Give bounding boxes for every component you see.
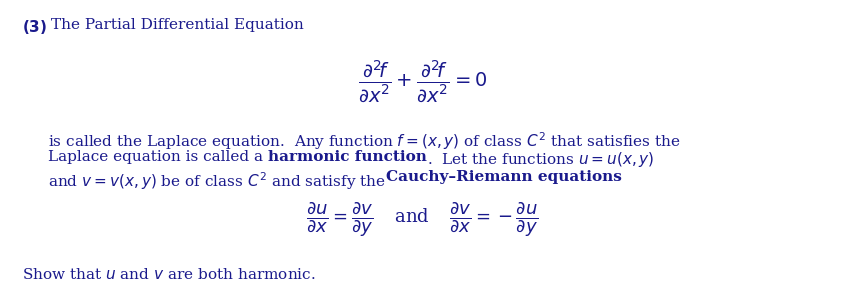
Text: and $v = v(x, y)$ be of class $C^2$ and satisfy the: and $v = v(x, y)$ be of class $C^2$ and …: [48, 170, 386, 192]
Text: $\mathbf{(3)}$: $\mathbf{(3)}$: [22, 18, 47, 36]
Text: Show that $u$ and $v$ are both harmonic.: Show that $u$ and $v$ are both harmonic.: [22, 267, 316, 282]
Text: $\dfrac{\partial u}{\partial x} = \dfrac{\partial v}{\partial y}$$\;\;$  and  $\: $\dfrac{\partial u}{\partial x} = \dfrac…: [306, 200, 538, 239]
Text: .  Let the functions $u = u(x, y)$: . Let the functions $u = u(x, y)$: [426, 150, 653, 169]
Text: Cauchy–Riemann equations: Cauchy–Riemann equations: [386, 170, 622, 184]
Text: $\dfrac{\partial^2\!f}{\partial x^2} + \dfrac{\partial^2\!f}{\partial x^2} = 0$: $\dfrac{\partial^2\!f}{\partial x^2} + \…: [358, 58, 486, 104]
Text: harmonic function: harmonic function: [268, 150, 426, 164]
Text: is called the Laplace equation.  Any function $f = (x, y)$ of class $C^2$ that s: is called the Laplace equation. Any func…: [48, 130, 679, 152]
Text: The Partial Differential Equation: The Partial Differential Equation: [51, 18, 304, 32]
Text: Laplace equation is called a: Laplace equation is called a: [48, 150, 268, 164]
